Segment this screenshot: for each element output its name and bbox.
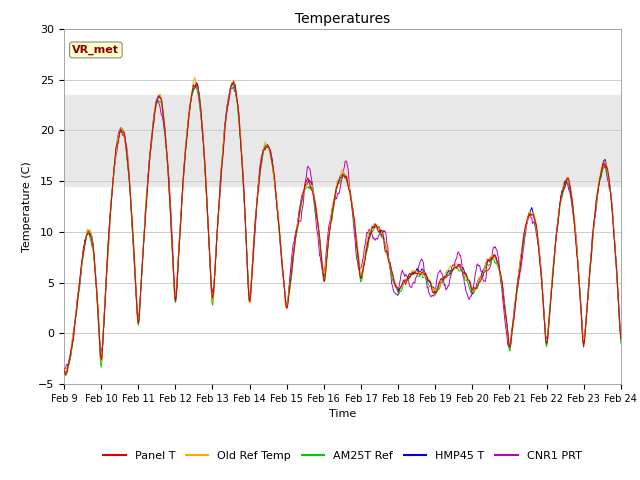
CNR1 PRT: [428, 294, 435, 300]
CNR1 PRT: [214, 215, 222, 221]
HMP45 T: [185, 114, 193, 120]
Line: AM25T Ref: AM25T Ref: [64, 85, 621, 375]
HMP45 T: [71, 320, 79, 325]
CNR1 PRT: [617, 330, 625, 336]
Panel T: [60, 368, 68, 373]
Old Ref Temp: [412, 267, 419, 273]
Line: CNR1 PRT: CNR1 PRT: [64, 85, 621, 369]
Panel T: [617, 336, 625, 342]
Old Ref Temp: [71, 320, 79, 325]
AM25T Ref: [412, 270, 419, 276]
Old Ref Temp: [185, 113, 193, 119]
Panel T: [185, 116, 193, 121]
Old Ref Temp: [128, 217, 136, 223]
AM25T Ref: [428, 284, 436, 289]
HMP45 T: [215, 204, 223, 210]
Line: Old Ref Temp: Old Ref Temp: [64, 77, 621, 374]
Panel T: [128, 218, 136, 224]
HMP45 T: [428, 284, 436, 289]
Panel T: [71, 321, 79, 326]
Old Ref Temp: [215, 204, 223, 209]
AM25T Ref: [214, 218, 222, 224]
Old Ref Temp: [60, 370, 68, 375]
AM25T Ref: [617, 340, 625, 346]
Text: VR_met: VR_met: [72, 45, 119, 55]
CNR1 PRT: [411, 280, 419, 286]
CNR1 PRT: [60, 366, 68, 372]
Old Ref Temp: [61, 371, 68, 377]
CNR1 PRT: [70, 330, 78, 336]
HMP45 T: [193, 80, 200, 86]
HMP45 T: [412, 268, 419, 274]
Old Ref Temp: [191, 74, 198, 80]
HMP45 T: [617, 336, 625, 341]
Panel T: [214, 214, 222, 220]
Y-axis label: Temperature (C): Temperature (C): [22, 161, 33, 252]
Panel T: [230, 78, 237, 84]
Panel T: [428, 287, 436, 293]
Panel T: [412, 271, 419, 276]
AM25T Ref: [228, 82, 236, 88]
AM25T Ref: [60, 368, 68, 374]
CNR1 PRT: [193, 83, 201, 88]
HMP45 T: [60, 369, 68, 375]
Title: Temperatures: Temperatures: [295, 12, 390, 26]
Old Ref Temp: [617, 334, 625, 340]
CNR1 PRT: [127, 210, 135, 216]
HMP45 T: [128, 220, 136, 226]
Line: HMP45 T: HMP45 T: [64, 83, 621, 373]
Legend: Panel T, Old Ref Temp, AM25T Ref, HMP45 T, CNR1 PRT: Panel T, Old Ref Temp, AM25T Ref, HMP45 …: [99, 446, 586, 465]
CNR1 PRT: [184, 123, 192, 129]
Line: Panel T: Panel T: [64, 81, 621, 375]
HMP45 T: [61, 370, 68, 376]
Old Ref Temp: [428, 283, 436, 288]
X-axis label: Time: Time: [329, 409, 356, 419]
Panel T: [61, 372, 69, 378]
AM25T Ref: [128, 226, 136, 232]
AM25T Ref: [185, 117, 193, 122]
Bar: [64, 95, 621, 186]
AM25T Ref: [61, 372, 69, 378]
AM25T Ref: [71, 321, 79, 326]
